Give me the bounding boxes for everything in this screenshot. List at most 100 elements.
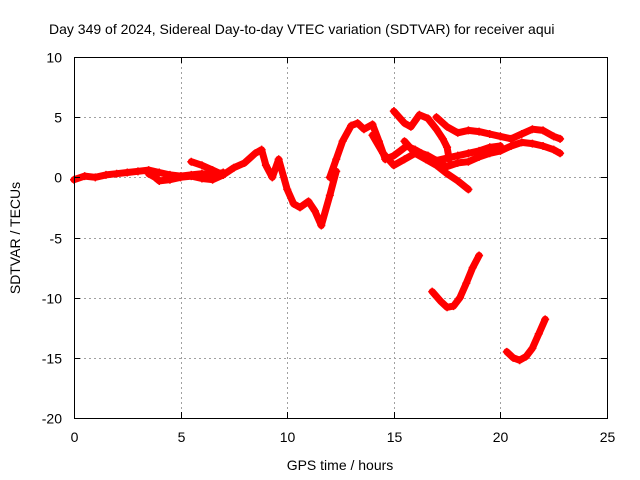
- data-point-marker: [208, 175, 217, 184]
- data-point-marker: [475, 127, 484, 136]
- data-point-marker: [304, 197, 313, 206]
- y-tick-label: 5: [54, 110, 62, 126]
- x-tick-label: 10: [280, 429, 296, 445]
- y-tick-label: -20: [42, 411, 62, 427]
- data-point-marker: [257, 145, 266, 154]
- data-point-marker: [507, 134, 516, 143]
- data-point-marker: [453, 176, 462, 185]
- data-point-marker: [541, 315, 550, 324]
- data-point-marker: [80, 172, 89, 181]
- axis-ticks: [74, 57, 608, 419]
- data-point-marker: [197, 161, 206, 170]
- data-point-marker: [449, 302, 458, 311]
- y-tick-label: 10: [46, 50, 62, 66]
- data-point-marker: [528, 344, 537, 353]
- data-point-marker: [507, 142, 516, 151]
- data-point-marker: [443, 122, 452, 131]
- data-point-marker: [165, 175, 174, 184]
- data-point-marker: [443, 162, 452, 171]
- series-seg-i: [428, 252, 483, 311]
- data-point-marker: [197, 174, 206, 183]
- data-point-marker: [556, 149, 565, 158]
- data-point-marker: [325, 173, 334, 182]
- data-point-marker: [455, 293, 464, 302]
- data-point-marker: [453, 158, 462, 167]
- data-point-marker: [400, 137, 409, 146]
- y-tick-labels: -20 -15 -10 -5 0 5 10: [42, 50, 62, 427]
- data-point-marker: [496, 146, 505, 155]
- data-point-marker: [155, 176, 164, 185]
- data-point-marker: [443, 169, 452, 178]
- data-point-marker: [528, 125, 537, 134]
- data-point-marker: [389, 107, 398, 116]
- data-point-marker: [556, 134, 565, 143]
- data-point-marker: [123, 168, 132, 177]
- data-point-marker: [453, 151, 462, 160]
- x-tick-label: 5: [178, 429, 186, 445]
- data-point-marker: [432, 113, 441, 122]
- data-point-marker: [496, 132, 505, 141]
- data-point-marker: [295, 203, 304, 212]
- data-point-marker: [438, 134, 447, 143]
- x-tick-label: 0: [71, 429, 79, 445]
- data-point-marker: [421, 155, 430, 164]
- data-point-marker: [475, 251, 484, 260]
- data-point-marker: [464, 126, 473, 135]
- data-point-marker: [91, 173, 100, 182]
- data-point-marker: [464, 185, 473, 194]
- data-point-marker: [432, 125, 441, 134]
- data-point-marker: [539, 142, 548, 151]
- data-point-marker: [464, 157, 473, 166]
- series-seg-d: [326, 119, 504, 181]
- data-point-marker: [187, 172, 196, 181]
- data-point-marker: [443, 143, 452, 152]
- data-point-marker: [310, 207, 319, 216]
- data-point-marker: [268, 173, 277, 182]
- data-point-marker: [229, 163, 238, 172]
- data-point-marker: [502, 347, 511, 356]
- chart-title: Day 349 of 2024, Sidereal Day-to-day VTE…: [49, 21, 555, 37]
- data-point-marker: [549, 145, 558, 154]
- data-point-marker: [389, 161, 398, 170]
- data-point-marker: [240, 158, 249, 167]
- data-point-marker: [389, 151, 398, 160]
- data-point-marker: [517, 130, 526, 139]
- data-point-marker: [368, 120, 377, 129]
- data-point-marker: [539, 126, 548, 135]
- data-point-marker: [332, 155, 341, 164]
- y-tick-label: -5: [50, 231, 63, 247]
- data-point-marker: [359, 125, 368, 134]
- data-point-marker: [379, 149, 388, 158]
- data-point-marker: [443, 303, 452, 312]
- data-point-marker: [549, 132, 558, 141]
- data-point-marker: [338, 137, 347, 146]
- x-tick-label: 20: [493, 429, 509, 445]
- data-point-marker: [283, 185, 292, 194]
- data-point-marker: [208, 166, 217, 175]
- data-point-marker: [515, 356, 524, 365]
- data-point-marker: [101, 170, 110, 179]
- data-point-marker: [436, 297, 445, 306]
- data-point-marker: [400, 119, 409, 128]
- data-point-marker: [317, 221, 326, 230]
- data-point-marker: [517, 138, 526, 147]
- data-series: [70, 107, 565, 365]
- data-point-marker: [406, 122, 415, 131]
- data-point-marker: [509, 353, 518, 362]
- data-point-marker: [485, 149, 494, 158]
- data-point-marker: [445, 155, 454, 164]
- x-tick-labels: 0 5 10 15 20 25: [71, 429, 616, 445]
- data-point-marker: [462, 279, 471, 288]
- data-point-marker: [528, 139, 537, 148]
- data-point-marker: [423, 114, 432, 123]
- y-axis-label: SDTVAR / TECUs: [7, 182, 23, 294]
- x-axis-label: GPS time / hours: [287, 457, 394, 473]
- data-point-marker: [411, 149, 420, 158]
- data-point-marker: [144, 169, 153, 178]
- data-point-marker: [400, 155, 409, 164]
- y-tick-label: -10: [42, 291, 62, 307]
- data-point-marker: [428, 287, 437, 296]
- data-point-marker: [396, 146, 405, 155]
- data-point-marker: [415, 110, 424, 119]
